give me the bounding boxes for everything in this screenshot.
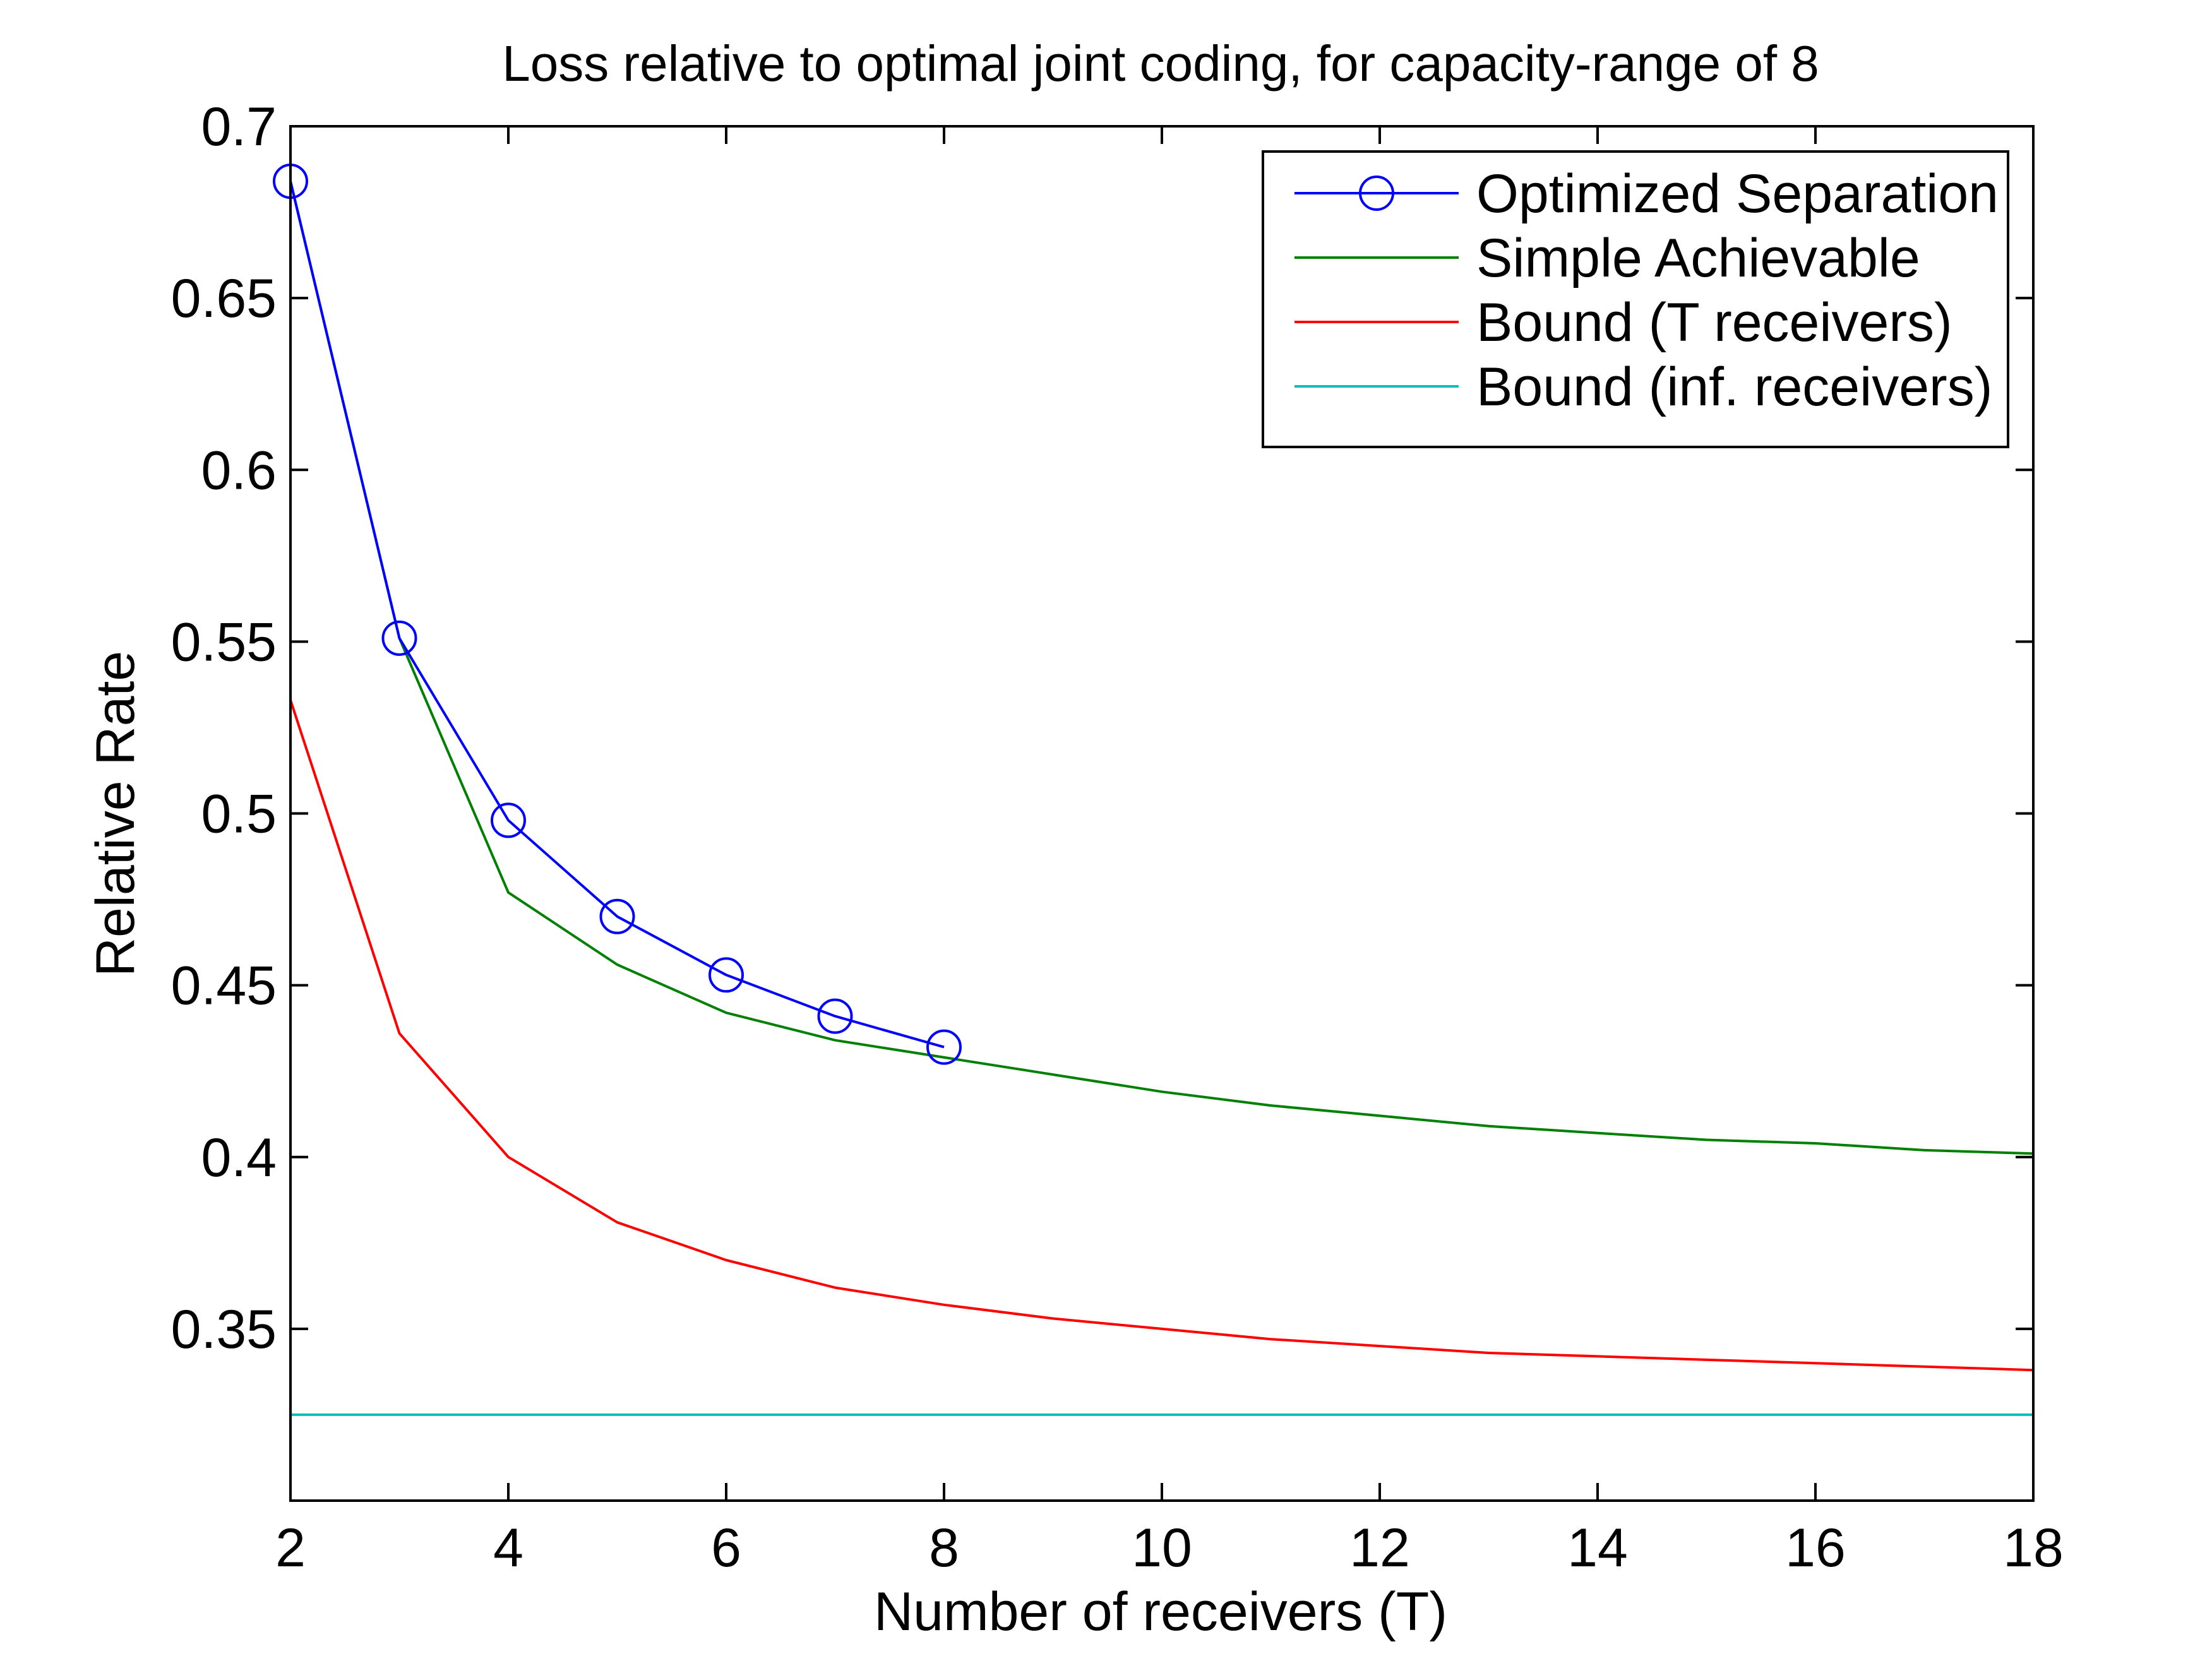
series-line-1 xyxy=(289,181,2034,1155)
x-tick-label: 18 xyxy=(2003,1518,2064,1578)
y-tick-label: 0.7 xyxy=(201,97,277,157)
y-tick-label: 0.65 xyxy=(171,268,277,329)
data-point xyxy=(817,998,853,1034)
legend-box xyxy=(1262,150,2009,448)
y-tick-label: 0.45 xyxy=(171,956,277,1016)
y-tick-label: 0.35 xyxy=(171,1299,277,1360)
axes-layer: 2 4 6 8 10 12 14 16 18 0.35 0.4 0.45 0.5 0.55 0.6 0.65 0… xyxy=(171,97,2064,1578)
y-tick-label: 0.4 xyxy=(201,1128,277,1188)
x-tick-label: 6 xyxy=(711,1518,741,1578)
legend-label: Bound (inf. receivers) xyxy=(1476,357,1992,417)
legend-swatch-marker xyxy=(1359,176,1394,211)
y-tick-label: 0.6 xyxy=(201,440,277,501)
x-tick-label: 10 xyxy=(1132,1518,1192,1578)
y-tick-label: 0.55 xyxy=(171,612,277,672)
data-point xyxy=(381,620,417,656)
chart-title: Loss relative to optimal joint coding, f… xyxy=(502,35,1819,92)
x-tick-label: 14 xyxy=(1567,1518,1628,1578)
series-line-0 xyxy=(289,181,945,1049)
x-axis-title: Number of receivers (T) xyxy=(874,1581,1447,1642)
legend-label: Optimized Separation xyxy=(1476,164,1999,224)
y-tick-label: 0.5 xyxy=(201,784,277,845)
legend-label: Simple Achievable xyxy=(1476,228,1920,289)
legend-label: Bound (T receivers) xyxy=(1476,292,1952,353)
x-tick-label: 4 xyxy=(493,1518,523,1578)
series-line-2 xyxy=(289,700,2034,1372)
x-tick-label: 2 xyxy=(275,1518,306,1578)
y-axis-title: Relative Rate xyxy=(85,651,146,977)
x-tick-label: 12 xyxy=(1349,1518,1410,1578)
data-point xyxy=(599,898,635,934)
x-tick-label: 8 xyxy=(929,1518,959,1578)
data-point xyxy=(708,957,744,993)
x-tick-label: 16 xyxy=(1785,1518,1846,1578)
data-point xyxy=(491,802,526,838)
data-point xyxy=(926,1029,962,1065)
